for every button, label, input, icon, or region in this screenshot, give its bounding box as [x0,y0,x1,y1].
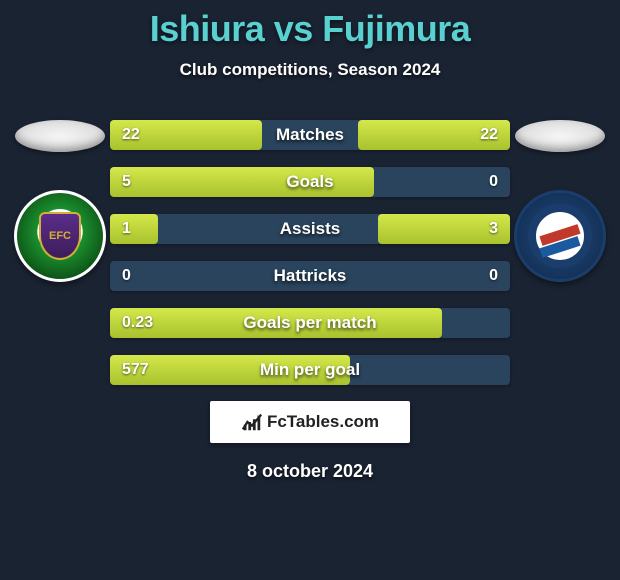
stat-value-right: 0 [489,173,498,191]
stat-label: Goals [110,172,510,192]
stat-label: Min per goal [110,360,510,380]
team-right-logo [514,190,606,282]
stat-row: 577Min per goal [110,355,510,385]
team-left-logo: EFC [14,190,106,282]
stat-value-right: 3 [489,220,498,238]
stat-row: 5Goals0 [110,167,510,197]
subtitle: Club competitions, Season 2024 [0,60,620,80]
team-right-ring-icon [528,204,592,268]
team-right-column [505,120,615,282]
stat-label: Matches [110,125,510,145]
stat-row: 1Assists3 [110,214,510,244]
flag-left [15,120,105,152]
stat-row: 0.23Goals per match [110,308,510,338]
brand-label: FcTables.com [267,412,379,432]
brand-badge: FcTables.com [210,401,410,443]
page-title: Ishiura vs Fujimura [0,0,620,50]
stat-label: Hattricks [110,266,510,286]
team-left-column: EFC [5,120,115,282]
flag-right [515,120,605,152]
stat-value-right: 0 [489,267,498,285]
stat-row: 22Matches22 [110,120,510,150]
date-text: 8 october 2024 [0,461,620,482]
stat-label: Goals per match [110,313,510,333]
stat-value-right: 22 [480,126,498,144]
comparison-layout: EFC 22Matches225Goals01Assists30Hattrick… [0,120,620,482]
stat-label: Assists [110,219,510,239]
stat-row: 0Hattricks0 [110,261,510,291]
team-left-shield-icon: EFC [39,212,81,260]
stats-rows: 22Matches225Goals01Assists30Hattricks00.… [110,120,510,385]
chart-icon [241,411,263,433]
